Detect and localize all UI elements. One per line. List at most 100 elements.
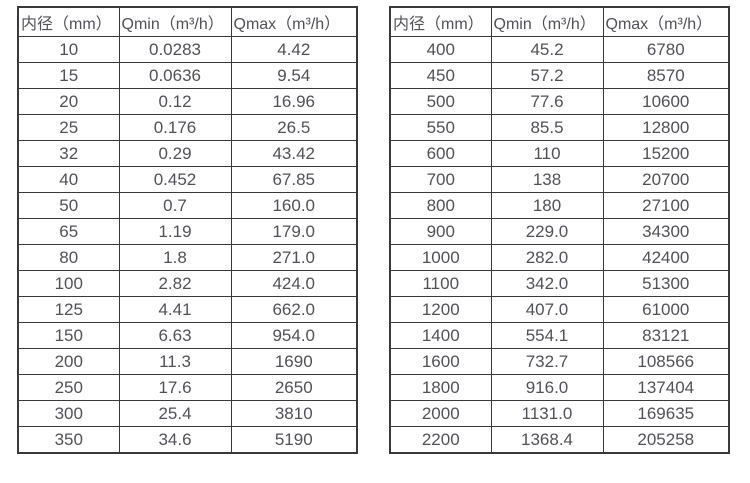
table-cell: 16.96 bbox=[230, 88, 358, 115]
table-row: 800 180 27100 bbox=[389, 192, 730, 219]
table-cell: 85.5 bbox=[490, 114, 604, 141]
table-cell: 43.42 bbox=[230, 140, 358, 167]
table-cell: 954.0 bbox=[230, 322, 358, 349]
table-cell: 15200 bbox=[602, 140, 730, 167]
table-row: 600 110 15200 bbox=[389, 140, 730, 167]
table-cell: 34300 bbox=[602, 218, 730, 245]
table-cell: 20 bbox=[17, 88, 120, 115]
table-cell: 1000 bbox=[389, 244, 492, 271]
table-row: 200 11.3 1690 bbox=[17, 348, 358, 375]
table-row: 100 2.82 424.0 bbox=[17, 270, 358, 297]
table-cell: 32 bbox=[17, 140, 120, 167]
table-cell: 67.85 bbox=[230, 166, 358, 193]
table-cell: 342.0 bbox=[490, 270, 604, 297]
table-cell: 10 bbox=[17, 36, 120, 63]
table-cell: 8570 bbox=[602, 62, 730, 89]
table-cell: 1200 bbox=[389, 296, 492, 323]
table-cell: 4.41 bbox=[118, 296, 232, 323]
table-cell: 57.2 bbox=[490, 62, 604, 89]
table-cell: 1600 bbox=[389, 348, 492, 375]
table-row: 1100 342.0 51300 bbox=[389, 270, 730, 297]
table-cell: 25.4 bbox=[118, 400, 232, 427]
table-cell: 27100 bbox=[602, 192, 730, 219]
table-cell: 550 bbox=[389, 114, 492, 141]
table-cell: 169635 bbox=[602, 400, 730, 427]
table-cell: 180 bbox=[490, 192, 604, 219]
table-row: 40 0.452 67.85 bbox=[17, 166, 358, 193]
table-cell: 500 bbox=[389, 88, 492, 115]
table-cell: 424.0 bbox=[230, 270, 358, 297]
table-cell: 77.6 bbox=[490, 88, 604, 115]
table-row: 400 45.2 6780 bbox=[389, 36, 730, 63]
table-cell: 205258 bbox=[602, 426, 730, 454]
table-row: 50 0.7 160.0 bbox=[17, 192, 358, 219]
table-row: 1600 732.7 108566 bbox=[389, 348, 730, 375]
table-cell: 600 bbox=[389, 140, 492, 167]
table-cell: 1100 bbox=[389, 270, 492, 297]
table-cell: 350 bbox=[17, 426, 120, 454]
table-cell: 229.0 bbox=[490, 218, 604, 245]
table-cell: 800 bbox=[389, 192, 492, 219]
table-row: 250 17.6 2650 bbox=[17, 374, 358, 401]
header-row: 内径（mm） Qmin（m³/h） Qmax（m³/h） bbox=[17, 6, 358, 37]
table-cell: 0.7 bbox=[118, 192, 232, 219]
table-cell: 100 bbox=[17, 270, 120, 297]
column-header: Qmax（m³/h） bbox=[602, 6, 730, 37]
table-cell: 732.7 bbox=[490, 348, 604, 375]
column-header: 内径（mm） bbox=[17, 6, 120, 37]
table-cell: 1131.0 bbox=[490, 400, 604, 427]
table-cell: 200 bbox=[17, 348, 120, 375]
table-cell: 916.0 bbox=[490, 374, 604, 401]
table-cell: 0.0636 bbox=[118, 62, 232, 89]
table-row: 25 0.176 26.5 bbox=[17, 114, 358, 141]
table-cell: 25 bbox=[17, 114, 120, 141]
table-cell: 51300 bbox=[602, 270, 730, 297]
table-cell: 450 bbox=[389, 62, 492, 89]
table-cell: 282.0 bbox=[490, 244, 604, 271]
table-row: 1400 554.1 83121 bbox=[389, 322, 730, 349]
table-cell: 1.19 bbox=[118, 218, 232, 245]
table-row: 65 1.19 179.0 bbox=[17, 218, 358, 245]
table-cell: 15 bbox=[17, 62, 120, 89]
table-row: 300 25.4 3810 bbox=[17, 400, 358, 427]
table-cell: 1690 bbox=[230, 348, 358, 375]
table-cell: 0.0283 bbox=[118, 36, 232, 63]
table-cell: 2000 bbox=[389, 400, 492, 427]
table-cell: 9.54 bbox=[230, 62, 358, 89]
column-header: Qmin（m³/h） bbox=[118, 6, 232, 37]
table-cell: 0.176 bbox=[118, 114, 232, 141]
table-cell: 17.6 bbox=[118, 374, 232, 401]
table-row: 900 229.0 34300 bbox=[389, 218, 730, 245]
table-cell: 40 bbox=[17, 166, 120, 193]
table-row: 2000 1131.0 169635 bbox=[389, 400, 730, 427]
table-cell: 45.2 bbox=[490, 36, 604, 63]
table-cell: 300 bbox=[17, 400, 120, 427]
table-row: 2200 1368.4 205258 bbox=[389, 426, 730, 454]
table-cell: 110 bbox=[490, 140, 604, 167]
table-row: 80 1.8 271.0 bbox=[17, 244, 358, 271]
table-cell: 83121 bbox=[602, 322, 730, 349]
table-cell: 900 bbox=[389, 218, 492, 245]
table-cell: 2200 bbox=[389, 426, 492, 454]
table-cell: 26.5 bbox=[230, 114, 358, 141]
table-cell: 5190 bbox=[230, 426, 358, 454]
table-cell: 2.82 bbox=[118, 270, 232, 297]
table-cell: 61000 bbox=[602, 296, 730, 323]
table-cell: 0.12 bbox=[118, 88, 232, 115]
table-cell: 3810 bbox=[230, 400, 358, 427]
table-cell: 407.0 bbox=[490, 296, 604, 323]
table-cell: 65 bbox=[17, 218, 120, 245]
table-cell: 150 bbox=[17, 322, 120, 349]
table-cell: 137404 bbox=[602, 374, 730, 401]
table-cell: 179.0 bbox=[230, 218, 358, 245]
table-row: 20 0.12 16.96 bbox=[17, 88, 358, 115]
table-cell: 4.42 bbox=[230, 36, 358, 63]
table-cell: 0.452 bbox=[118, 166, 232, 193]
table-cell: 108566 bbox=[602, 348, 730, 375]
table-cell: 12800 bbox=[602, 114, 730, 141]
table-cell: 554.1 bbox=[490, 322, 604, 349]
column-header: Qmin（m³/h） bbox=[490, 6, 604, 37]
table-cell: 1.8 bbox=[118, 244, 232, 271]
table-row: 500 77.6 10600 bbox=[389, 88, 730, 115]
